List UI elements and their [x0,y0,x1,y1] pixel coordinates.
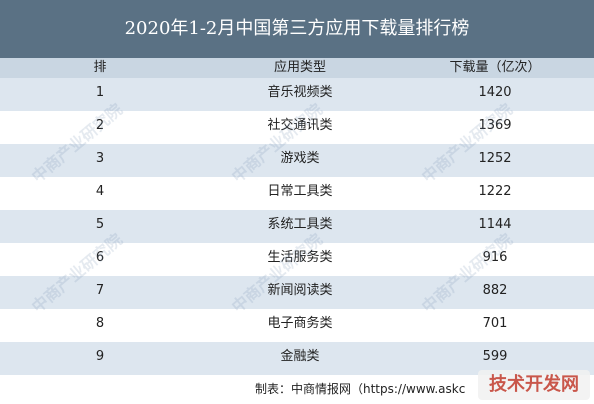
rank-cell: 1 [95,85,105,100]
table-row: 4 日常工具类 1222 [0,177,594,210]
downloads-cell: 1369 [478,118,512,133]
rank-cell: 6 [95,250,105,265]
table-row: 5 系统工具类 1144 [0,210,594,243]
table-row: 1 音乐视频类 1420 [0,78,594,111]
downloads-cell: 1420 [478,85,512,100]
downloads-cell: 1222 [478,184,512,199]
downloads-cell: 882 [482,283,508,298]
header-downloads: 下载量（亿次） [449,60,541,75]
category-cell: 新闻阅读类 [267,283,333,298]
site-logo: 技术开发网 [478,370,590,400]
downloads-cell: 1252 [478,151,512,166]
category-cell: 生活服务类 [267,250,333,265]
table-row: 6 生活服务类 916 [0,243,594,276]
table-row: 9 金融类 599 [0,342,594,375]
source-note: 制表：中商情报网（https://www.askc [255,382,466,396]
header-category: 应用类型 [273,60,326,75]
rank-cell: 9 [95,349,105,364]
category-cell: 系统工具类 [267,217,333,232]
table-row: 7 新闻阅读类 882 [0,276,594,309]
rank-cell: 5 [95,217,105,232]
rank-cell: 8 [95,316,105,331]
table-header-row: 排名 应用类型 下载量（亿次） [0,58,594,95]
category-cell: 音乐视频类 [267,85,333,100]
rank-cell: 2 [95,118,105,133]
rank-cell: 4 [95,184,105,199]
ranking-table: 排名 应用类型 下载量（亿次） 1 音乐视频类 1420 2 社交通讯类 1369 3 游戏类… [0,58,594,375]
category-cell: 电子商务类 [267,316,333,331]
category-cell: 游戏类 [280,151,320,166]
table-row: 8 电子商务类 701 [0,309,594,342]
downloads-cell: 1144 [478,217,512,232]
table-row: 3 游戏类 1252 [0,144,594,177]
category-cell: 日常工具类 [267,184,333,199]
rank-cell: 3 [95,151,105,166]
table-row: 2 社交通讯类 1369 [0,111,594,144]
downloads-cell: 599 [482,349,508,364]
downloads-cell: 916 [482,250,508,265]
downloads-cell: 701 [482,316,508,331]
page-title: 2020年1-2月中国第三方应用下载量排行榜 [0,0,594,58]
category-cell: 金融类 [280,349,320,364]
category-cell: 社交通讯类 [267,118,333,133]
rank-cell: 7 [95,283,105,298]
